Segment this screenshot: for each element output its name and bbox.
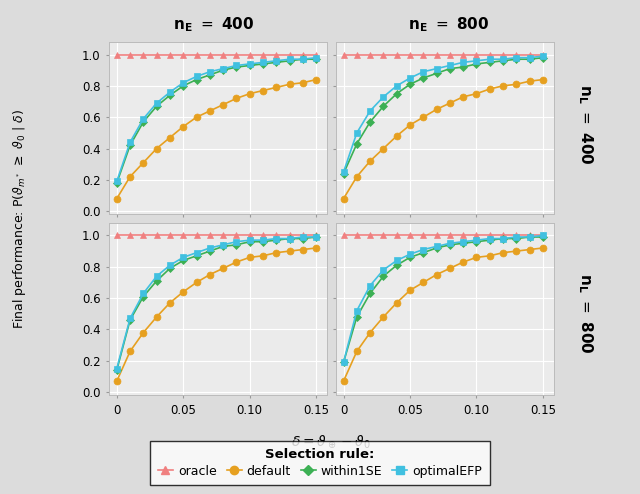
Text: $\mathbf{n_E}$ $=$ $\mathbf{400}$: $\mathbf{n_E}$ $=$ $\mathbf{400}$ bbox=[173, 15, 254, 34]
Legend: oracle, default, within1SE, optimalEFP: oracle, default, within1SE, optimalEFP bbox=[150, 441, 490, 485]
Text: $\mathbf{n_E}$ $=$ $\mathbf{800}$: $\mathbf{n_E}$ $=$ $\mathbf{800}$ bbox=[408, 15, 490, 34]
Text: $\delta = \vartheta_\oplus - \vartheta_0$: $\delta = \vartheta_\oplus - \vartheta_0… bbox=[291, 434, 371, 451]
Text: Final performance: P($\vartheta_{m^*}$ $\geq$ $\vartheta_0$ | $\delta$): Final performance: P($\vartheta_{m^*}$ $… bbox=[11, 109, 28, 329]
Text: $\mathbf{n_L}$ $=$ $\mathbf{400}$: $\mathbf{n_L}$ $=$ $\mathbf{400}$ bbox=[576, 84, 595, 165]
Text: $\mathbf{n_L}$ $=$ $\mathbf{800}$: $\mathbf{n_L}$ $=$ $\mathbf{800}$ bbox=[576, 273, 595, 353]
